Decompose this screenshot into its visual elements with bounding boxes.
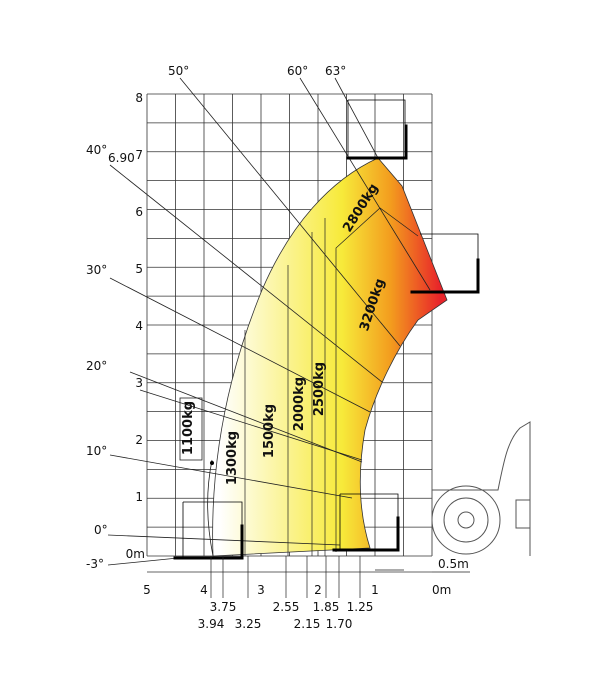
- zone-label: 1100kg: [181, 401, 196, 455]
- angle-ray: [107, 534, 341, 546]
- zone-boundaries: [244, 207, 419, 556]
- sub-tick-lower: 3.25: [235, 617, 262, 631]
- angle-label-60: 60°: [287, 64, 308, 78]
- fork-top: [346, 124, 408, 160]
- zone-label-box: [179, 397, 203, 461]
- y-tick-label: 8: [135, 91, 143, 105]
- angle-ray: [107, 557, 179, 566]
- angle-label-40: 40°: [86, 143, 107, 157]
- fork-right: [410, 258, 480, 294]
- offset-label: 0.5m: [438, 557, 469, 571]
- wheel-outer: [431, 485, 501, 555]
- angle-ray: [334, 77, 379, 159]
- zone-label: 2500kg: [312, 362, 327, 416]
- fork-bottom-right: [332, 516, 400, 552]
- x-tick-label: 5: [143, 583, 151, 597]
- angle-ray: [109, 164, 383, 383]
- boom-angle-rays: [107, 77, 431, 566]
- sub-tick-lower: 2.15: [294, 617, 321, 631]
- sub-tick-upper: 2.55: [273, 600, 300, 614]
- x-tick-label: 4: [200, 583, 208, 597]
- max-height-label: 6.90: [108, 151, 135, 165]
- angle-label-30: 30°: [86, 263, 107, 277]
- angle-label-63: 63°: [325, 64, 346, 78]
- x-tick-label: 0m: [432, 583, 451, 597]
- sub-tick-upper: 1.85: [313, 600, 340, 614]
- angle-ray: [109, 277, 371, 413]
- angle-ray: [139, 389, 363, 461]
- load-envelope: [212, 157, 448, 557]
- angle-ray: [109, 454, 353, 499]
- y-tick-label: 5: [135, 262, 143, 276]
- y-tick-label: 7: [135, 148, 143, 162]
- y-tick-label: 0m: [126, 547, 145, 561]
- zone-label: 1500kg: [262, 404, 277, 458]
- angle-ray: [299, 77, 431, 291]
- y-tick-label: 2: [135, 433, 143, 447]
- angle-label-10: 10°: [86, 444, 107, 458]
- envelope-left-edge: [207, 459, 214, 557]
- zone-label: 1300kg: [225, 431, 240, 485]
- x-tick-label: 1: [371, 583, 379, 597]
- angle-label-50: 50°: [168, 64, 189, 78]
- wheel-hub: [457, 511, 475, 529]
- x-tick-label: 2: [314, 583, 322, 597]
- angle-ray: [179, 77, 401, 347]
- sub-tick-upper: 1.25: [347, 600, 374, 614]
- angle-label-0: 0°: [94, 523, 108, 537]
- angle-label-minus3: -3°: [86, 557, 104, 571]
- fork-bottom-left: [173, 524, 244, 560]
- sub-tick-lower: 3.94: [198, 617, 225, 631]
- zone-label: 2000kg: [292, 377, 307, 431]
- wheel-mid: [443, 497, 489, 543]
- y-tick-label: 6: [135, 205, 143, 219]
- angle-ray: [129, 371, 363, 463]
- angle-label-20: 20°: [86, 359, 107, 373]
- sub-tick-upper: 3.75: [210, 600, 237, 614]
- y-tick-label: 4: [135, 319, 143, 333]
- x-tick-label: 3: [257, 583, 265, 597]
- y-tick-label: 3: [135, 376, 143, 390]
- point-marker: [210, 461, 214, 465]
- y-tick-label: 1: [135, 490, 143, 504]
- machine-silhouette: [431, 421, 531, 556]
- carriage-outline-top: [347, 99, 406, 159]
- sub-tick-lower: 1.70: [326, 617, 353, 631]
- fork-positions: [173, 99, 480, 560]
